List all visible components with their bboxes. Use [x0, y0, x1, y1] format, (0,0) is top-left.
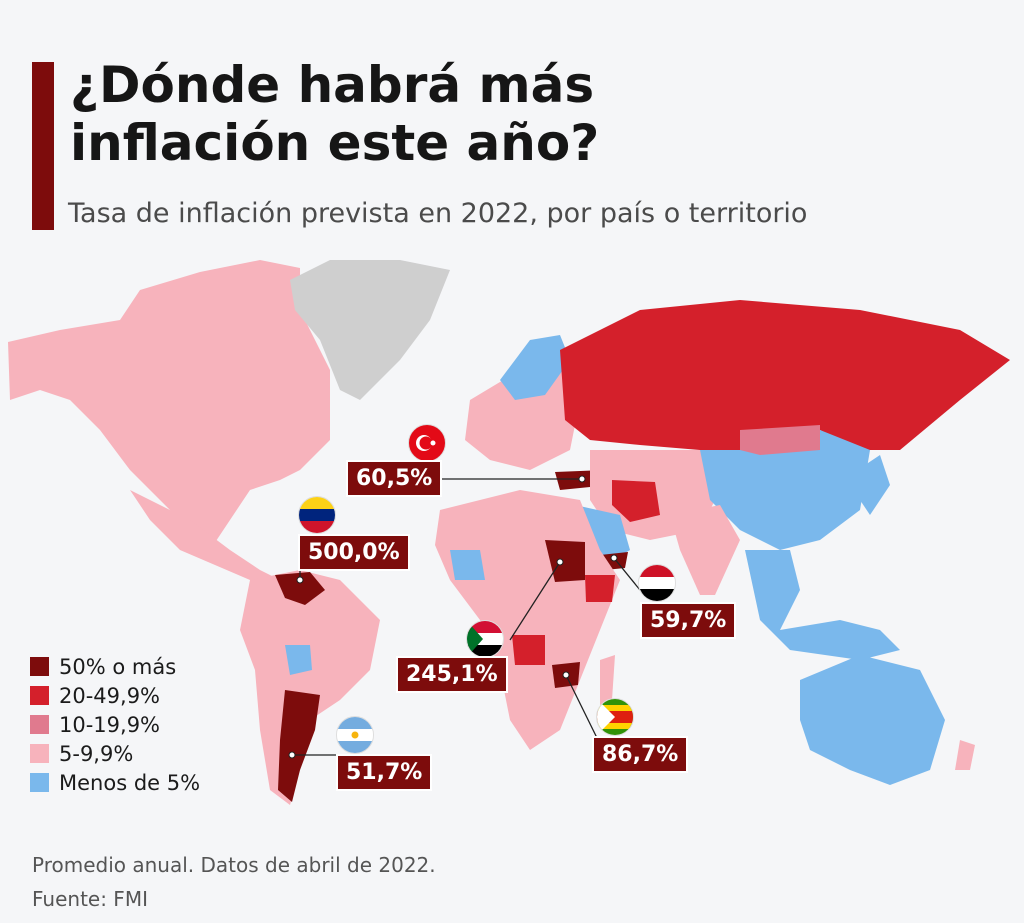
legend-item: 10-19,9%: [30, 710, 200, 739]
subtitle: Tasa de inflación prevista en 2022, por …: [68, 198, 808, 229]
turkey-flag-icon: [408, 424, 446, 462]
legend-swatch: [30, 715, 49, 734]
legend-label: 10-19,9%: [59, 712, 161, 737]
australia-region: [800, 655, 945, 785]
sudan-region: [545, 540, 585, 582]
scandinavia-region: [500, 335, 570, 400]
india-region: [670, 505, 740, 595]
greenland-region: [290, 260, 450, 400]
sudan-flag-icon: [466, 620, 504, 658]
argentina-region: [278, 690, 320, 802]
north-america-region: [8, 260, 330, 550]
argentina-callout: 51,7%: [336, 754, 433, 791]
legend-swatch: [30, 686, 49, 705]
madagascar-region: [600, 655, 615, 705]
west-africa-region: [450, 550, 485, 580]
zimbabwe-callout: 86,7%: [592, 736, 689, 773]
title-accent-bar: [32, 62, 54, 230]
callout-leader-lines: [292, 478, 641, 756]
zimbabwe-flag-icon: [596, 698, 634, 736]
sudan-callout: 245,1%: [396, 656, 508, 693]
yemen-flag-icon: [638, 564, 676, 602]
legend-swatch: [30, 744, 49, 763]
footer: Promedio anual. Datos de abril de 2022. …: [32, 848, 436, 916]
iran-region: [612, 480, 660, 522]
title-line-1: ¿Dónde habrá más: [70, 56, 595, 114]
new-zealand-region: [955, 740, 975, 770]
callout-dots: [288, 475, 618, 759]
russia-region: [560, 300, 1010, 450]
bolivia-region: [285, 645, 312, 675]
legend-label: 50% o más: [59, 654, 177, 679]
footer-note: Promedio anual. Datos de abril de 2022.: [32, 853, 436, 877]
legend-item: 20-49,9%: [30, 681, 200, 710]
southeast-asia-region: [745, 550, 900, 660]
legend-item: 5-9,9%: [30, 739, 200, 768]
mongolia-region: [740, 425, 820, 455]
venezuela-region: [275, 572, 325, 605]
china-region: [700, 430, 870, 550]
legend-label: 5-9,9%: [59, 741, 134, 766]
legend-item: Menos de 5%: [30, 768, 200, 797]
legend-label: Menos de 5%: [59, 770, 201, 795]
legend-swatch: [30, 657, 49, 676]
central-america-region: [130, 490, 280, 590]
legend-swatch: [30, 773, 49, 792]
angola-region: [512, 635, 545, 665]
venezuela-flag-icon: [298, 496, 336, 534]
argentina-flag-icon: [336, 716, 374, 754]
ethiopia-region: [585, 575, 615, 602]
legend-label: 20-49,9%: [59, 683, 161, 708]
page-title: ¿Dónde habrá más inflación este año?: [70, 56, 770, 172]
map-legend: 50% o más 20-49,9% 10-19,9% 5-9,9% Menos…: [30, 652, 200, 797]
yemen-callout: 59,7%: [640, 602, 737, 639]
europe-region: [465, 360, 580, 470]
footer-source: Fuente: FMI: [32, 887, 148, 911]
legend-item: 50% o más: [30, 652, 200, 681]
title-line-2: inflación este año?: [70, 114, 600, 172]
south-america-region: [240, 570, 380, 805]
japan-region: [860, 455, 890, 515]
world-map: [8, 260, 1010, 805]
turkey-callout: 60,5%: [346, 460, 443, 497]
venezuela-callout: 500,0%: [298, 534, 410, 571]
